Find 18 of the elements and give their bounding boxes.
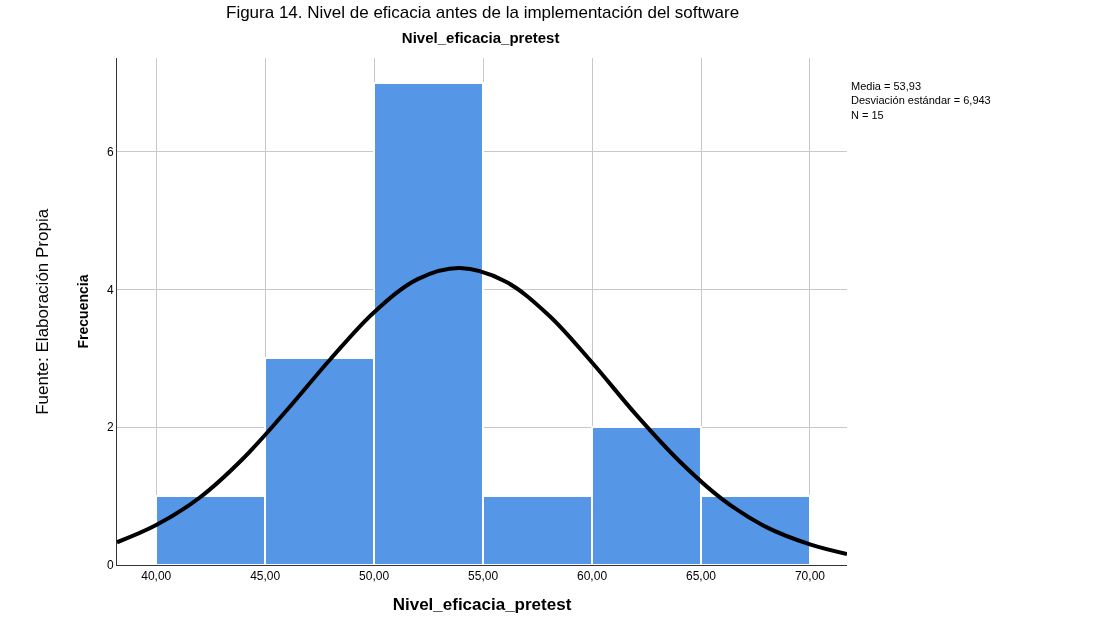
x-tick-label: 70,00 xyxy=(794,569,826,584)
x-tick-label: 60,00 xyxy=(577,569,608,584)
y-tick-label: 4 xyxy=(106,282,114,297)
line-series xyxy=(117,266,847,556)
y-tick-label: 2 xyxy=(106,420,114,435)
y-tick-label: 0 xyxy=(106,558,114,573)
text: Figura 14. Nivel de eficacia antes de la implementación del software xyxy=(226,3,740,22)
text: Media = 53,93 Desviación estándar = 6,943 N = 15 xyxy=(851,80,991,121)
x-tick-label: 65,00 xyxy=(685,569,717,584)
x-tick-label: 40,00 xyxy=(141,569,172,584)
x-tick-label: 55,00 xyxy=(468,569,499,584)
y-axis-title: Frecuencia xyxy=(74,274,91,349)
y-tick-label: 6 xyxy=(106,144,114,159)
x-tick-label: 50,00 xyxy=(359,569,390,584)
x-axis-title: Nivel_eficacia_pretest xyxy=(392,594,572,614)
x-tick-label: 45,00 xyxy=(250,569,281,584)
source-note: Fuente: Elaboración Propia xyxy=(32,208,52,415)
chart-title: Nivel_eficacia_pretest xyxy=(401,28,560,46)
